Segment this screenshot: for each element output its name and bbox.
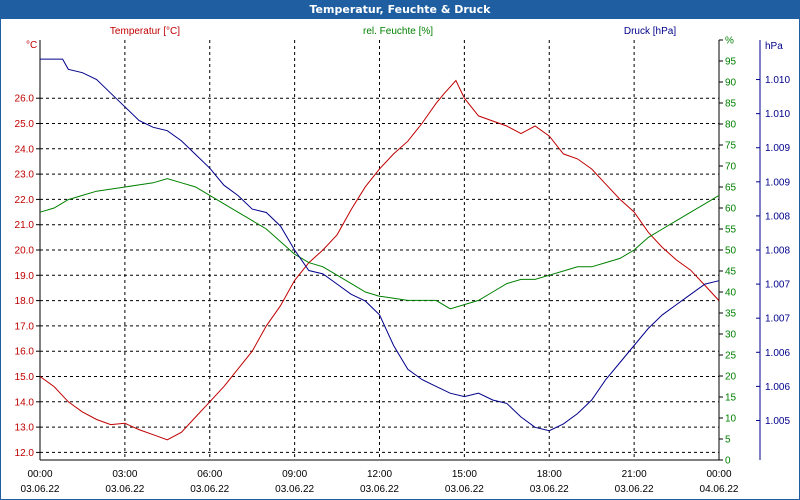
x-tick-date: 03.06.22 bbox=[21, 484, 60, 495]
temperature-tick-label: 23.0 bbox=[15, 170, 35, 181]
x-tick-time: 00:00 bbox=[27, 469, 52, 480]
x-tick-time: 21:00 bbox=[622, 469, 647, 480]
pressure-tick-label: 1.010 bbox=[765, 109, 790, 120]
humidity-tick-label: 95 bbox=[725, 57, 737, 68]
x-tick-time: 15:00 bbox=[452, 469, 477, 480]
humidity-tick-label: 85 bbox=[725, 99, 737, 110]
temperature-tick-label: 19.0 bbox=[15, 271, 35, 282]
humidity-tick-label: 25 bbox=[725, 351, 737, 362]
x-tick-date: 04.06.22 bbox=[700, 484, 739, 495]
temperature-tick-label: 21.0 bbox=[15, 220, 35, 231]
temperature-tick-label: 16.0 bbox=[15, 347, 35, 358]
temperature-series-line bbox=[39, 79, 720, 441]
x-tick-date: 03.06.22 bbox=[105, 484, 144, 495]
x-tick-time: 06:00 bbox=[197, 469, 222, 480]
temperature-tick-label: 12.0 bbox=[15, 448, 35, 459]
chart-title: Temperatur, Feuchte & Druck bbox=[1, 1, 799, 19]
temperature-tick-label: 22.0 bbox=[15, 195, 35, 206]
temperature-legend-label: Temperatur [°C] bbox=[110, 26, 180, 37]
pressure-tick-label: 1.010 bbox=[765, 75, 790, 86]
tick-labels: 00:00 03.06.22 03:00 03.06.22 06:00 03.06.22 0… bbox=[15, 36, 791, 496]
humidity-tick-label: 5 bbox=[725, 435, 731, 446]
plot-frame bbox=[36, 39, 761, 461]
temperature-tick-label: 25.0 bbox=[15, 119, 35, 130]
temperature-tick-label: 24.0 bbox=[15, 144, 35, 155]
x-tick-time: 03:00 bbox=[112, 469, 137, 480]
humidity-tick-label: % bbox=[725, 36, 734, 47]
temperature-unit-label: °C bbox=[26, 40, 37, 51]
x-tick-time: 09:00 bbox=[282, 469, 307, 480]
pressure-tick-label: 1.007 bbox=[765, 280, 790, 291]
pressure-tick-label: 1.005 bbox=[765, 416, 790, 427]
humidity-tick-label: 20 bbox=[725, 372, 737, 383]
temperature-tick-label: 18.0 bbox=[15, 296, 35, 307]
humidity-tick-label: 80 bbox=[725, 120, 737, 131]
x-tick-date: 03.06.22 bbox=[275, 484, 314, 495]
x-tick-time: 12:00 bbox=[367, 469, 392, 480]
temperature-tick-label: 15.0 bbox=[15, 372, 35, 383]
pressure-tick-label: 1.006 bbox=[765, 348, 790, 359]
pressure-tick-label: 1.006 bbox=[765, 382, 790, 393]
x-tick-date: 03.06.22 bbox=[615, 484, 654, 495]
pressure-tick-label: 1.007 bbox=[765, 314, 790, 325]
x-tick-time: 00:00 bbox=[706, 469, 731, 480]
humidity-tick-label: 75 bbox=[725, 141, 737, 152]
humidity-tick-label: 45 bbox=[725, 267, 737, 278]
x-tick-date: 03.06.22 bbox=[530, 484, 569, 495]
temperature-tick-label: 13.0 bbox=[15, 423, 35, 434]
pressure-series-line bbox=[40, 58, 720, 432]
temperature-tick-label: 17.0 bbox=[15, 321, 35, 332]
humidity-tick-label: 90 bbox=[725, 78, 737, 89]
humidity-tick-label: 15 bbox=[725, 393, 737, 404]
humidity-tick-label: 35 bbox=[725, 309, 737, 320]
pressure-tick-label: 1.009 bbox=[765, 177, 790, 188]
humidity-tick-label: 70 bbox=[725, 162, 737, 173]
temperature-tick-label: 20.0 bbox=[15, 246, 35, 257]
humidity-tick-label: 10 bbox=[725, 414, 737, 425]
humidity-tick-label: 65 bbox=[725, 183, 737, 194]
x-tick-date: 03.06.22 bbox=[190, 484, 229, 495]
pressure-tick-label: hPa bbox=[765, 41, 783, 52]
humidity-legend-label: rel. Feuchte [%] bbox=[363, 26, 433, 37]
humidity-series-line bbox=[39, 178, 720, 310]
humidity-tick-label: 0 bbox=[725, 456, 731, 467]
humidity-tick-label: 40 bbox=[725, 288, 737, 299]
pressure-legend-label: Druck [hPa] bbox=[624, 26, 676, 37]
pressure-tick-label: 1.008 bbox=[765, 211, 790, 222]
x-tick-date: 03.06.22 bbox=[360, 484, 399, 495]
temperature-tick-label: 14.0 bbox=[15, 397, 35, 408]
humidity-tick-label: 30 bbox=[725, 330, 737, 341]
grid bbox=[40, 40, 719, 460]
temperature-tick-label: 26.0 bbox=[15, 94, 35, 105]
pressure-tick-label: 1.009 bbox=[765, 143, 790, 154]
humidity-tick-label: 60 bbox=[725, 204, 737, 215]
series-layer bbox=[39, 58, 720, 441]
pressure-tick-label: 1.008 bbox=[765, 246, 790, 257]
x-tick-time: 18:00 bbox=[537, 469, 562, 480]
humidity-tick-label: 50 bbox=[725, 246, 737, 257]
x-tick-date: 03.06.22 bbox=[445, 484, 484, 495]
humidity-tick-label: 55 bbox=[725, 225, 737, 236]
